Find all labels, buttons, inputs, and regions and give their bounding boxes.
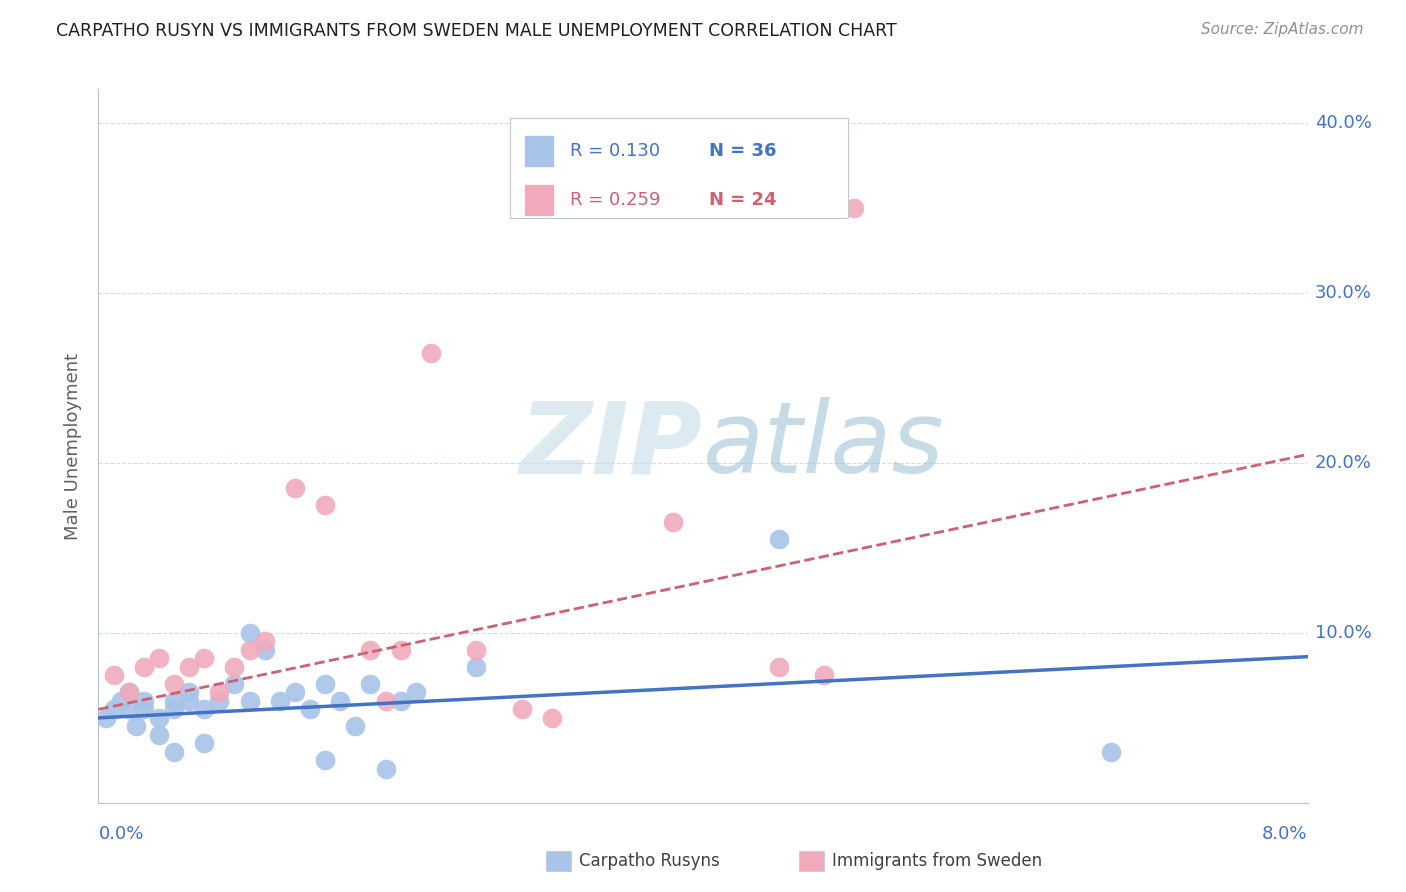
Point (118, 702, 141, 716)
Point (179, 660, 201, 674)
Point (465, 660, 488, 674)
Point (193, 702, 215, 716)
Text: Carpatho Rusyns: Carpatho Rusyns (579, 852, 720, 870)
Point (148, 711, 170, 725)
Point (179, 694, 201, 708)
Point (284, 685, 307, 699)
Point (110, 694, 132, 708)
Point (208, 694, 231, 708)
Point (253, 634, 276, 648)
Point (224, 660, 246, 674)
Text: 40.0%: 40.0% (1315, 114, 1371, 132)
Point (374, 694, 396, 708)
Point (239, 643, 262, 657)
Point (179, 685, 201, 699)
Text: 10.0%: 10.0% (1315, 624, 1371, 642)
Point (148, 728, 170, 742)
Point (163, 702, 186, 716)
Point (103, 668, 125, 682)
Point (405, 685, 427, 699)
Y-axis label: Male Unemployment: Male Unemployment (65, 352, 83, 540)
Point (118, 685, 141, 699)
Point (163, 694, 186, 708)
Point (540, 711, 562, 725)
Point (132, 694, 155, 708)
Point (374, 762, 396, 776)
FancyBboxPatch shape (509, 118, 848, 218)
Point (132, 702, 155, 716)
Point (314, 499, 336, 513)
Text: 0.0%: 0.0% (98, 825, 143, 843)
Point (239, 626, 262, 640)
Point (284, 482, 307, 496)
Point (193, 651, 215, 665)
Point (224, 677, 246, 691)
Point (844, 201, 866, 215)
Text: Immigrants from Sweden: Immigrants from Sweden (832, 852, 1042, 870)
Point (253, 643, 276, 657)
Text: atlas: atlas (703, 398, 945, 494)
Point (239, 694, 262, 708)
Text: 20.0%: 20.0% (1315, 454, 1371, 472)
Point (329, 694, 352, 708)
Point (125, 719, 148, 733)
Point (299, 702, 322, 716)
Text: 8.0%: 8.0% (1263, 825, 1308, 843)
Point (465, 643, 488, 657)
Point (344, 719, 367, 733)
Point (768, 533, 790, 547)
Point (163, 745, 186, 759)
Text: 30.0%: 30.0% (1315, 284, 1371, 302)
Point (389, 694, 412, 708)
Point (359, 643, 381, 657)
Text: Source: ZipAtlas.com: Source: ZipAtlas.com (1201, 22, 1364, 37)
Text: CARPATHO RUSYN VS IMMIGRANTS FROM SWEDEN MALE UNEMPLOYMENT CORRELATION CHART: CARPATHO RUSYN VS IMMIGRANTS FROM SWEDEN… (56, 22, 897, 40)
Text: N = 36: N = 36 (709, 142, 776, 160)
Text: R = 0.259: R = 0.259 (569, 191, 661, 209)
Point (359, 677, 381, 691)
Point (94, 711, 117, 725)
Point (269, 694, 291, 708)
Point (103, 702, 125, 716)
Point (768, 660, 790, 674)
Bar (524, 184, 554, 216)
Point (118, 685, 141, 699)
Point (163, 677, 186, 691)
Point (389, 643, 412, 657)
Point (148, 651, 170, 665)
Point (510, 702, 533, 716)
Point (314, 753, 336, 767)
Point (193, 736, 215, 750)
Point (208, 685, 231, 699)
Point (661, 516, 683, 530)
Text: R = 0.130: R = 0.130 (569, 142, 661, 160)
Text: N = 24: N = 24 (709, 191, 776, 209)
Point (419, 345, 441, 359)
Point (132, 660, 155, 674)
Point (1099, 745, 1122, 759)
Point (314, 677, 336, 691)
Text: ZIP: ZIP (520, 398, 703, 494)
Point (813, 668, 835, 682)
Bar (524, 135, 554, 167)
